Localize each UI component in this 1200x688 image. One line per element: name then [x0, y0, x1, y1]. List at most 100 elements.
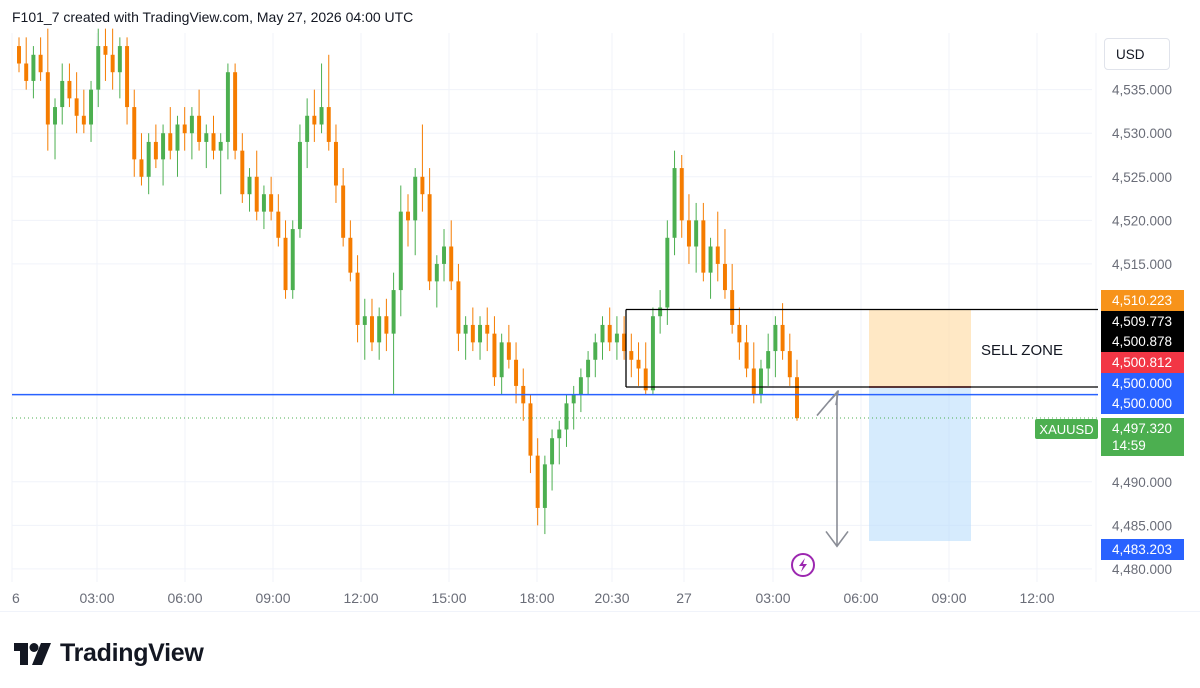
arrow-down-icon — [825, 530, 849, 548]
candle-body — [204, 133, 209, 142]
candle-body — [117, 46, 122, 73]
candle-body — [319, 107, 324, 125]
sell-zone-mid-price-tag: 4,500.878 — [1101, 331, 1184, 352]
candle-body — [125, 46, 130, 108]
candle-body — [571, 394, 576, 404]
candle-body — [355, 272, 360, 325]
time-tick-label: 15:00 — [431, 590, 466, 606]
price-tick-label: 4,480.000 — [1112, 562, 1172, 577]
candle-body — [283, 237, 288, 291]
candle-body — [398, 211, 403, 291]
price-tick-label: 4,535.000 — [1112, 83, 1172, 98]
bar-countdown: 14:59 — [1112, 438, 1146, 453]
candle-body — [622, 333, 627, 352]
time-tick-label: 27 — [676, 590, 692, 606]
candle-body — [377, 316, 382, 343]
candle-body — [261, 194, 266, 212]
candle-body — [370, 316, 374, 343]
time-tick-label: 18:00 — [519, 590, 554, 606]
candle-body — [650, 316, 655, 391]
time-tick-label: 6 — [12, 590, 20, 606]
candle-body — [658, 307, 663, 317]
time-tick-label: 12:00 — [343, 590, 378, 606]
candle-body — [535, 455, 540, 508]
candle-body — [636, 359, 641, 369]
candle-body — [442, 246, 446, 264]
price-tick-label: 4,520.000 — [1112, 213, 1172, 228]
candle-body — [514, 359, 519, 386]
candle-body — [586, 359, 591, 378]
candle-body — [463, 324, 468, 334]
lightning-icon — [799, 558, 807, 572]
candle-body — [478, 324, 483, 343]
candle-body — [470, 324, 475, 343]
candle-body — [333, 141, 338, 186]
candle-body — [600, 324, 605, 343]
time-tick-label: 12:00 — [1019, 590, 1054, 606]
candle-body — [81, 115, 86, 125]
time-tick-label: 09:00 — [931, 590, 966, 606]
candle-body — [182, 124, 187, 134]
candle-body — [225, 72, 230, 142]
time-tick-label: 06:00 — [843, 590, 878, 606]
candle-body — [701, 220, 706, 273]
price-tick-label: 4,515.000 — [1112, 257, 1172, 272]
time-tick-label: 20:30 — [594, 590, 629, 606]
candle-body — [189, 115, 194, 134]
candle-body — [146, 141, 151, 177]
candle-body — [312, 115, 317, 125]
candle-body — [643, 368, 648, 391]
candle-body — [53, 107, 57, 125]
candle-body — [391, 290, 396, 334]
currency-selector[interactable]: USD — [1104, 38, 1170, 70]
tradingview-logo[interactable]: TradingView — [14, 639, 204, 668]
price-chart[interactable]: 4,535.000 4,530.000 4,525.000 4,520.000 4,51… — [0, 0, 1200, 612]
candle-body — [427, 194, 432, 282]
candle-body — [67, 80, 72, 99]
candle-body — [420, 176, 425, 195]
level-lines — [12, 308, 1098, 577]
time-tick-label: 09:00 — [255, 590, 290, 606]
candle-body — [60, 80, 65, 108]
candle-body — [759, 368, 763, 395]
candle-body — [326, 107, 331, 142]
candle-body — [766, 351, 771, 369]
candle-body — [607, 324, 612, 343]
price-tick-label: 4,525.000 — [1112, 170, 1172, 185]
candle-body — [290, 229, 295, 291]
candle-body — [686, 220, 691, 247]
level-price-tag: 4,500.000 — [1101, 373, 1184, 394]
candle-body — [45, 72, 50, 125]
time-tick-label: 03:00 — [79, 590, 114, 606]
candle-body — [492, 333, 497, 378]
price-axis: 4,535.000 4,530.000 4,525.000 4,520.000 4,51… — [1112, 83, 1172, 577]
candle-body — [593, 342, 598, 360]
candle-body — [175, 124, 180, 151]
candle-body — [614, 333, 619, 343]
price-tick-label: 4,490.000 — [1112, 475, 1172, 490]
candle-body — [773, 324, 778, 352]
candle-body — [679, 168, 684, 221]
candle-body — [362, 316, 367, 325]
candle-body — [211, 133, 216, 151]
candle-body — [557, 429, 562, 439]
candle-body — [413, 176, 418, 221]
candle-body — [132, 107, 137, 160]
sell-zone-top-price-tag: 4,509.773 — [1101, 311, 1184, 332]
candle-body — [715, 246, 720, 264]
price-tick-label: 4,485.000 — [1112, 518, 1172, 533]
candle-body — [434, 263, 439, 282]
candle-body — [737, 324, 742, 343]
candle-body — [24, 63, 29, 81]
live-price-tag: 4,497.320 14:59 — [1101, 418, 1184, 456]
candle-body — [17, 46, 21, 64]
live-price: 4,497.320 — [1112, 421, 1173, 436]
sell-zone-box — [869, 309, 971, 387]
time-tick-label: 06:00 — [167, 590, 202, 606]
tradingview-logo-icon — [14, 642, 51, 665]
candle-body — [218, 141, 223, 151]
candle-body — [485, 324, 490, 334]
symbol-tag: XAUUSD — [1035, 419, 1098, 439]
candle-body — [139, 159, 144, 177]
candle-body — [240, 150, 245, 195]
